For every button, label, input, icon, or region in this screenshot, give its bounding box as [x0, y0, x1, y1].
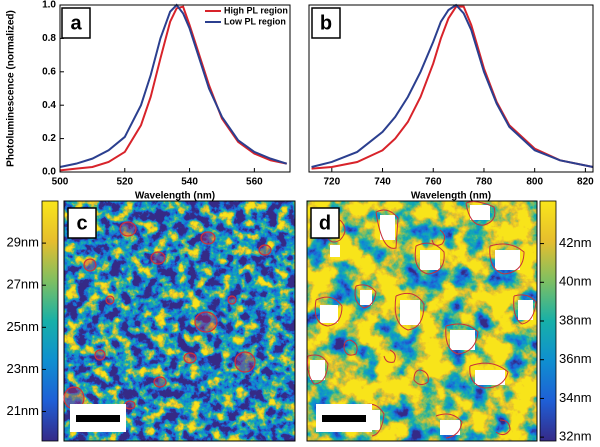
y-tick-label: 0.8 [42, 33, 56, 44]
legend-label: Low PL region [224, 16, 286, 26]
x-axis-label: Wavelength (nm) [135, 191, 215, 202]
plot-frame [59, 4, 291, 173]
panel-label: c [76, 212, 87, 234]
colorbar-label: 38nm [559, 312, 592, 327]
x-tick-label: 760 [425, 177, 442, 188]
panel-label: d [319, 212, 331, 234]
scale-bar-d [316, 404, 372, 432]
panel-label-box [67, 207, 97, 239]
series-line [311, 3, 594, 168]
map-frame [63, 200, 296, 442]
panel: 500 520 540 560 0.0 0.2 0.4 0.6 0.8 1.0 Wavelength… [6, 0, 291, 202]
colorbar-label: 21nm [6, 403, 39, 418]
x-axis-label: Wavelength (nm) [411, 191, 491, 202]
panel: 21nm 23nm 25nm 27nm 29nm [6, 200, 296, 442]
panel-label: a [70, 12, 82, 34]
y-tick-label: 0.6 [42, 66, 56, 77]
colorbar-label: 42nm [559, 235, 592, 250]
colorbar-label: 29nm [6, 235, 39, 250]
x-tick-label: 780 [476, 177, 493, 188]
height-map [64, 201, 295, 441]
legend-label: High PL region [224, 5, 288, 15]
panel: 720 740 760 780 800 820 Wavelength (nm) [308, 3, 594, 202]
height-map [307, 201, 537, 441]
panel: 32nm 34nm 36nm 38nm 40nm 42nm [306, 200, 592, 444]
colorbar [41, 200, 59, 442]
plot-frame [308, 4, 594, 173]
colorbar-label: 32nm [559, 429, 592, 444]
series-line [59, 5, 287, 172]
y-tick-label: 1.0 [42, 0, 56, 11]
colorbar-label: 25nm [6, 319, 39, 334]
x-tick-label: 720 [323, 177, 340, 188]
colorbar-label: 40nm [559, 274, 592, 289]
x-tick-label: 740 [374, 177, 391, 188]
x-tick-label: 560 [246, 177, 263, 188]
colorbar-label: 23nm [6, 361, 39, 376]
panel-label-box [310, 207, 340, 239]
x-tick-label: 520 [116, 177, 133, 188]
x-tick-label: 500 [52, 177, 69, 188]
map-frame [306, 200, 538, 442]
series-line [311, 5, 594, 170]
y-axis-label: Photoluminescence (normalized) [6, 10, 17, 167]
colorbar-label: 34nm [559, 390, 592, 405]
y-tick-label: 0.2 [42, 133, 56, 144]
scale-bar-c [70, 404, 126, 432]
y-tick-label: 0.4 [42, 100, 56, 111]
panel-label-box [61, 7, 91, 39]
colorbar-label: 27nm [6, 277, 39, 292]
x-tick-label: 800 [526, 177, 543, 188]
x-tick-label: 540 [181, 177, 198, 188]
series-line [59, 3, 288, 168]
pl-contours [307, 201, 537, 439]
colorbar-label: 36nm [559, 351, 592, 366]
y-tick-label: 0.0 [42, 167, 56, 178]
x-tick-label: 820 [577, 177, 594, 188]
panel-label: b [320, 12, 332, 34]
panel-label-box [311, 7, 341, 39]
masked-regions [310, 205, 533, 435]
